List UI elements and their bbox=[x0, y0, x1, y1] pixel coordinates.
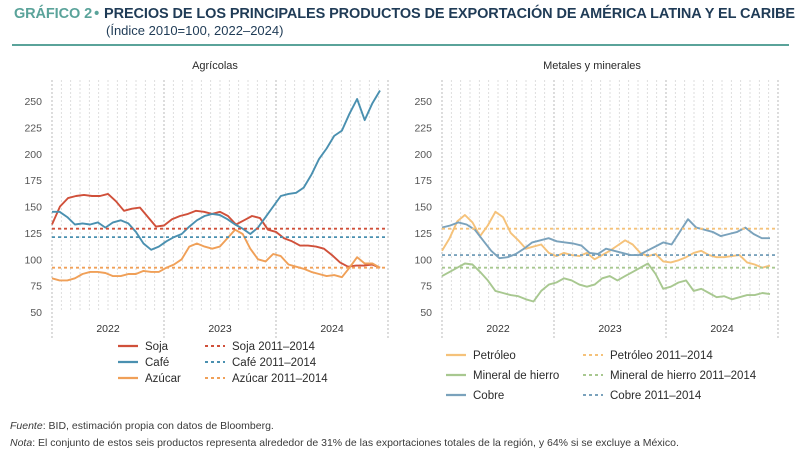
figure-label: GRÁFICO 2 bbox=[14, 6, 93, 22]
y-tick-label: 125 bbox=[24, 228, 42, 240]
legend-label: Petróleo 2011–2014 bbox=[610, 350, 713, 362]
panel-title: Metales y minerales bbox=[543, 60, 641, 72]
y-tick-label: 50 bbox=[420, 307, 432, 319]
panel-title: Agrícolas bbox=[192, 60, 238, 72]
y-tick-label: 150 bbox=[24, 202, 42, 214]
legend-label: Azúcar 2011–2014 bbox=[232, 373, 328, 385]
title-separator: • bbox=[94, 6, 100, 22]
y-tick-label: 50 bbox=[30, 307, 42, 319]
y-tick-label: 225 bbox=[414, 122, 432, 134]
y-tick-label: 225 bbox=[24, 122, 42, 134]
chart-title: GRÁFICO 2 • PRECIOS DE LOS PRINCIPALES PRO… bbox=[14, 6, 795, 22]
series-line bbox=[52, 90, 381, 251]
series-line bbox=[51, 228, 381, 282]
source-label: Fuente bbox=[10, 420, 43, 432]
title-divider bbox=[12, 44, 789, 46]
legend-label: Café 2011–2014 bbox=[232, 357, 317, 369]
series-line bbox=[441, 210, 771, 269]
chart-title-text: PRECIOS DE LOS PRINCIPALES PRODUCTOS DE … bbox=[104, 6, 795, 22]
y-tick-label: 250 bbox=[24, 96, 42, 108]
legend-label: Mineral de hierro bbox=[473, 370, 559, 382]
footnote-label: Nota bbox=[10, 437, 33, 449]
legend-label: Azúcar bbox=[145, 373, 181, 385]
legend-label: Soja 2011–2014 bbox=[232, 341, 316, 353]
legend-label: Cobre 2011–2014 bbox=[610, 390, 702, 402]
legend-label: Café bbox=[145, 357, 169, 369]
legend-label: Soja bbox=[145, 341, 169, 353]
chart-footer: Fuente: BID, estimación propia con datos… bbox=[10, 418, 679, 452]
title-block: GRÁFICO 2 • PRECIOS DE LOS PRINCIPALES PRO… bbox=[14, 6, 795, 38]
x-tick-label: 2023 bbox=[598, 323, 622, 335]
y-tick-label: 100 bbox=[414, 254, 432, 266]
y-tick-label: 125 bbox=[414, 228, 432, 240]
x-tick-label: 2024 bbox=[320, 323, 344, 335]
chart-panel-1: Agrícolas 50 75 100 125 150 175 200 225 250 2022 20… bbox=[24, 60, 389, 385]
legend-label: Mineral de hierro 2011–2014 bbox=[610, 370, 757, 382]
y-tick-label: 75 bbox=[420, 281, 432, 293]
y-tick-label: 100 bbox=[24, 254, 42, 266]
y-tick-label: 200 bbox=[24, 149, 42, 161]
y-tick-label: 175 bbox=[414, 175, 432, 187]
y-tick-label: 250 bbox=[414, 96, 432, 108]
footnote: Nota: El conjunto de estos seis producto… bbox=[10, 435, 679, 452]
x-tick-label: 2022 bbox=[486, 323, 510, 335]
y-tick-label: 150 bbox=[414, 202, 432, 214]
y-tick-label: 200 bbox=[414, 149, 432, 161]
chart-panel-2: Metales y minerales 50 75 100 125 150 175 200 22… bbox=[414, 60, 779, 402]
charts-canvas: Agrícolas 50 75 100 125 150 175 200 225 250 2022 20… bbox=[24, 60, 779, 402]
footnote-text: : El conjunto de estos seis productos re… bbox=[32, 437, 679, 449]
series-line bbox=[441, 262, 771, 303]
x-tick-label: 2024 bbox=[710, 323, 734, 335]
chart-subtitle: (Índice 2010=100, 2022–2024) bbox=[106, 23, 284, 38]
legend-label: Cobre bbox=[473, 390, 504, 402]
x-tick-label: 2023 bbox=[208, 323, 232, 335]
y-tick-label: 175 bbox=[24, 175, 42, 187]
source-note: Fuente: BID, estimación propia con datos… bbox=[10, 418, 679, 435]
y-tick-label: 75 bbox=[30, 281, 42, 293]
source-text: : BID, estimación propia con datos de Bl… bbox=[42, 420, 274, 432]
x-tick-label: 2022 bbox=[96, 323, 120, 335]
legend-label: Petróleo bbox=[473, 350, 516, 362]
series-line bbox=[51, 192, 381, 269]
